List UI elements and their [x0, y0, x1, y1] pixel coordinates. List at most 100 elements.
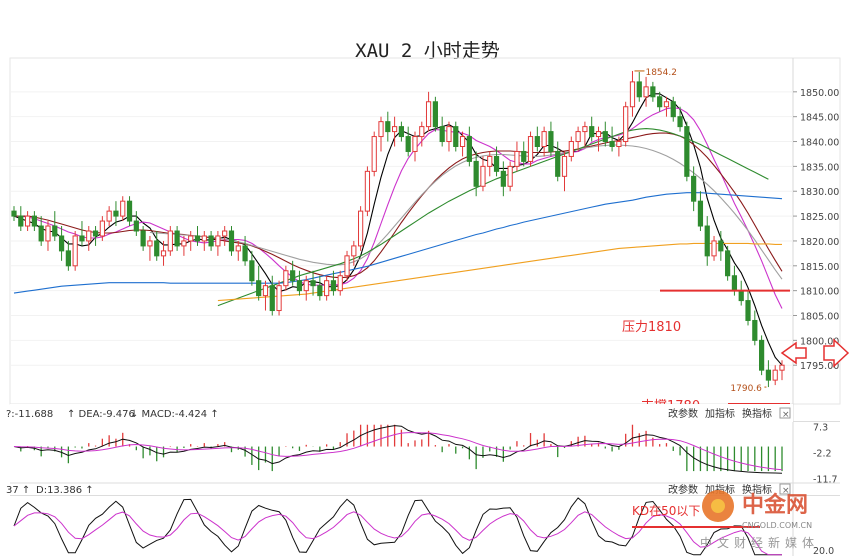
- macd-change-params-button: 改参数: [668, 407, 698, 420]
- candle-body: [650, 86, 656, 98]
- low-price-label: 1790.6: [730, 384, 762, 394]
- candle-body: [154, 240, 160, 257]
- candle-body: [215, 235, 221, 247]
- macd-dif-line: [13, 425, 783, 474]
- candle-body: [453, 126, 459, 147]
- candle-body: [609, 141, 615, 148]
- price-tick-label: 1830.00: [800, 187, 839, 198]
- kd-d-line: [13, 511, 782, 556]
- candle-body: [691, 175, 697, 202]
- candle-body: [317, 285, 323, 297]
- kd-k-label: 37 ↑: [6, 485, 30, 496]
- watermark-subtitle: 中文财经新媒体: [700, 535, 819, 550]
- candle-body: [52, 225, 58, 237]
- candle-body: [167, 230, 173, 252]
- candle-body: [595, 131, 602, 138]
- candle-body: [772, 369, 778, 381]
- price-tick-label: 1795.00: [800, 361, 839, 372]
- candle-body: [704, 225, 710, 257]
- candle-body: [779, 364, 785, 371]
- candle-body: [344, 255, 350, 277]
- candle-body: [181, 240, 187, 247]
- candle-body: [555, 150, 561, 177]
- candle-body: [79, 235, 85, 242]
- candle-body: [337, 275, 343, 292]
- candle-body: [228, 230, 235, 252]
- candle-body: [371, 136, 377, 172]
- watermark-logo-text: 中金网: [742, 492, 808, 518]
- macd-dif-label: ?:-11.688: [6, 409, 53, 420]
- candle-body: [147, 240, 153, 247]
- candle-body: [480, 165, 486, 187]
- moving-average-line-4: [149, 144, 783, 280]
- kd-close-icon: [779, 483, 791, 495]
- candle-body: [534, 136, 540, 147]
- macd-tick-label: -2.2: [813, 449, 832, 460]
- candle-body: [378, 121, 384, 138]
- candle-body: [290, 270, 296, 282]
- kd-close-glyph: ×: [782, 486, 790, 496]
- candle-body: [752, 319, 758, 341]
- candle-body: [521, 150, 527, 162]
- moving-average-line-3: [14, 132, 783, 279]
- candle-body: [113, 210, 119, 217]
- candle-body: [296, 280, 303, 292]
- candle-body: [160, 250, 167, 257]
- kd-change-params-button: 改参数: [668, 483, 698, 496]
- candle-body: [657, 96, 663, 108]
- macd-tick-label: 7.3: [813, 423, 828, 434]
- kd-note-label: KD在50以下: [632, 504, 700, 518]
- candle-body: [582, 126, 588, 133]
- macd-info-bar: [10, 404, 793, 422]
- candle-body: [188, 235, 194, 242]
- candle-body: [745, 300, 751, 321]
- candle-body: [602, 131, 608, 143]
- price-tick-label: 1820.00: [800, 237, 839, 248]
- candle-body: [133, 220, 139, 232]
- candle-body: [140, 230, 146, 247]
- price-tick-label: 1800.00: [800, 336, 839, 347]
- candle-body: [310, 280, 316, 287]
- macd-add-indicator-button: 加指标: [705, 407, 735, 420]
- candle-body: [358, 210, 364, 247]
- candle-body: [568, 141, 574, 157]
- kd-tick-label: 20.0: [813, 546, 834, 557]
- candle-body: [684, 126, 690, 177]
- candle-body: [541, 131, 547, 148]
- candle-body: [106, 210, 112, 222]
- right-arrow-icon: [823, 338, 850, 368]
- macd-value-label: ↓ MACD:-4.424 ↑: [130, 409, 219, 420]
- candle-body: [643, 86, 649, 98]
- candle-body: [432, 101, 438, 128]
- price-tick-label: 1840.00: [800, 138, 839, 149]
- macd-close-icon: [779, 407, 791, 419]
- candle-body: [324, 280, 330, 297]
- candle-body: [738, 290, 744, 302]
- candle-body: [18, 215, 24, 227]
- candle-body: [629, 81, 636, 108]
- candle-body: [351, 245, 357, 257]
- candle-body: [616, 141, 622, 148]
- price-tick-label: 1810.00: [800, 287, 839, 298]
- watermark-url: CNGOLD.COM.CN: [742, 521, 812, 530]
- candle-body: [24, 215, 31, 227]
- candle-body: [731, 275, 738, 292]
- candle-body: [249, 260, 255, 282]
- candle-body: [725, 250, 731, 277]
- left-arrow-icon: [780, 341, 807, 365]
- candle-body: [303, 280, 309, 292]
- candle-body: [677, 116, 683, 128]
- candle-body: [759, 339, 765, 371]
- moving-average-line-5: [217, 128, 769, 307]
- candle-body: [283, 270, 289, 287]
- candle-body: [697, 200, 704, 227]
- candle-body: [208, 235, 214, 247]
- moving-average-line-2: [14, 107, 783, 309]
- candle-body: [276, 285, 282, 312]
- candle-body: [65, 250, 71, 267]
- candle-body: [58, 235, 65, 252]
- candle-body: [391, 126, 398, 133]
- price-tick-label: 1845.00: [800, 113, 839, 124]
- macd-dea-label: ↑ DEA:-9.476: [67, 409, 135, 420]
- candle-body: [235, 245, 241, 252]
